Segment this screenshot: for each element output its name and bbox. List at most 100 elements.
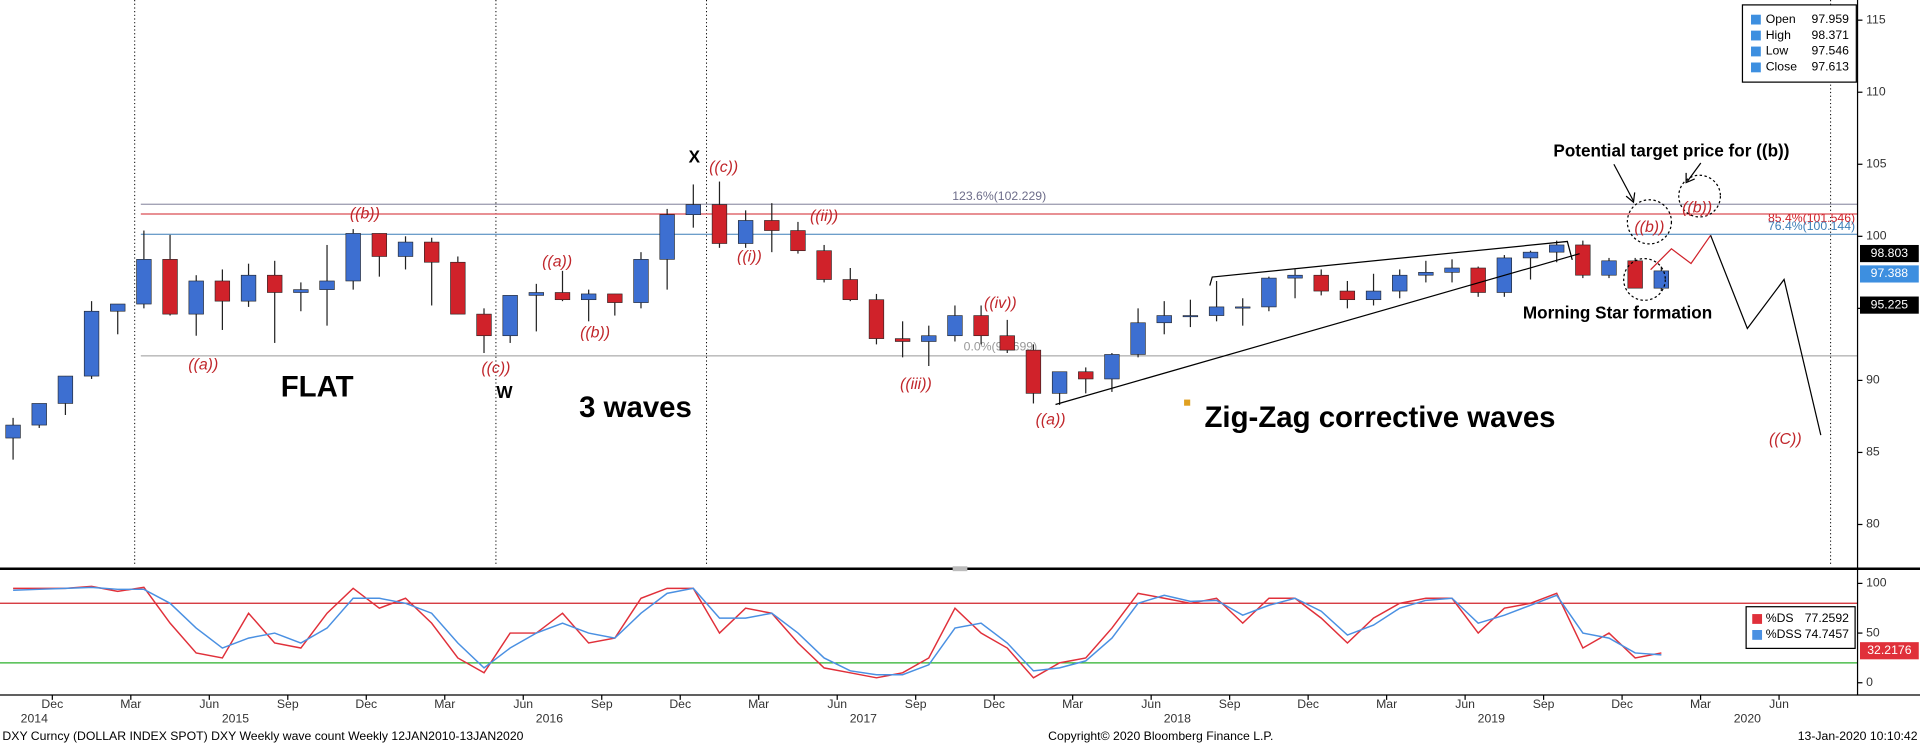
- y-tick-label: 90: [1866, 373, 1880, 387]
- legend-value: 97.546: [1812, 44, 1850, 58]
- arrow-head: [1625, 192, 1636, 204]
- candle-body: [1025, 349, 1042, 394]
- year-label: 2016: [536, 712, 563, 726]
- candle-body: [1549, 244, 1565, 253]
- price-tag-label: 95.225: [1871, 297, 1909, 311]
- wave-label: ((b)): [580, 325, 610, 342]
- candle-body: [764, 220, 780, 231]
- price-tag-label: 97.388: [1871, 266, 1909, 280]
- fib-label: 76.4%(100.144): [1768, 219, 1855, 233]
- price-tag: [1860, 265, 1919, 283]
- wave-label: ((i)): [737, 249, 762, 266]
- year-label: 2019: [1478, 712, 1505, 726]
- footer-right: 13-Jan-2020 10:10:42: [1798, 729, 1918, 743]
- candle-body: [1365, 290, 1382, 301]
- x-tick-label: Dec: [983, 697, 1005, 711]
- x-tick-label: Sep: [591, 697, 613, 711]
- wave-label: ((b)): [1682, 200, 1712, 217]
- candle-body: [1104, 354, 1120, 380]
- price-tag: [1860, 244, 1919, 263]
- price-tag: [1860, 642, 1919, 660]
- legend-name: %DS: [1766, 611, 1794, 625]
- legend-name: Close: [1766, 60, 1797, 74]
- wave-label: X: [689, 147, 701, 167]
- pattern-label: Zig-Zag corrective waves: [1204, 401, 1555, 434]
- candle-body: [921, 335, 937, 342]
- legend-swatch: [1751, 62, 1761, 73]
- candle-body: [1522, 251, 1539, 259]
- year-label: 2014: [21, 712, 48, 726]
- projection-red: [1650, 234, 1712, 271]
- x-tick-label: Dec: [1611, 697, 1633, 711]
- candle-body: [816, 250, 832, 280]
- legend-swatch: [1752, 630, 1763, 640]
- candle-body: [1627, 260, 1643, 289]
- y-tick-label: 85: [1866, 445, 1880, 459]
- year-label: 2015: [222, 712, 249, 726]
- pattern-label: FLAT: [281, 370, 354, 403]
- legend-swatch: [1752, 614, 1763, 624]
- legend-value: 98.371: [1812, 28, 1850, 42]
- wedge-lower: [1055, 253, 1580, 406]
- candle-body: [450, 261, 466, 315]
- legend-swatch: [1751, 30, 1761, 41]
- legend-swatch: [1751, 46, 1761, 57]
- candle-body: [633, 259, 649, 303]
- fib-label: 123.6%(102.229): [952, 189, 1046, 203]
- wave-label: ((C)): [1769, 431, 1802, 448]
- y-tick-label: 50: [1866, 625, 1880, 639]
- candle-body: [319, 280, 335, 290]
- wave-label: ((a)): [188, 356, 218, 373]
- wave-label: W: [496, 382, 513, 402]
- target-circle: [1626, 199, 1673, 245]
- pattern-note: Morning Star formation: [1523, 302, 1712, 322]
- candle-body: [267, 274, 283, 293]
- candle-body: [1261, 277, 1277, 308]
- legend-name: %DSS: [1766, 627, 1802, 641]
- candle-body: [240, 274, 257, 302]
- candle-body: [554, 292, 571, 301]
- candle-body: [1444, 267, 1460, 273]
- footer-left: DXY Curncy (DOLLAR INDEX SPOT) DXY Weekl…: [2, 729, 523, 743]
- wave-label: ((a)): [1036, 412, 1066, 429]
- x-tick-label: Dec: [669, 697, 691, 711]
- arrow: [1613, 163, 1635, 202]
- projection-black: [1710, 235, 1822, 436]
- candle-body: [685, 204, 701, 216]
- candle-body: [31, 403, 47, 426]
- candle-body: [607, 293, 623, 303]
- x-tick-label: Sep: [1533, 697, 1555, 711]
- fib-label: 85.4%(101.546): [1768, 211, 1855, 225]
- x-tick-label: Mar: [1376, 697, 1397, 711]
- y-tick-label: 80: [1866, 517, 1880, 531]
- target-circle: [1678, 174, 1722, 218]
- y-tick-label: 110: [1866, 84, 1886, 98]
- wedge-upper: [1209, 240, 1573, 286]
- wave-label: ((ii)): [810, 208, 838, 225]
- candle-body: [1601, 260, 1617, 276]
- target-note: Potential target price for ((b)): [1553, 141, 1789, 161]
- annotations: X ((c)) ((b)) ((a)) FLAT ((c)) W ((a)) (…: [188, 141, 1801, 449]
- candle-body: [110, 303, 126, 312]
- legend-name: High: [1766, 28, 1791, 42]
- candle-body: [214, 280, 231, 302]
- x-tick-label: Dec: [355, 697, 377, 711]
- footer-center: Copyright© 2020 Bloomberg Finance L.P.: [1048, 729, 1273, 743]
- candle-body: [947, 315, 963, 337]
- x-tick-label: Mar: [748, 697, 769, 711]
- candle-body: [502, 295, 518, 337]
- legend-box: [1741, 4, 1857, 83]
- wave-label: ((b)): [350, 206, 380, 223]
- candle-body: [1575, 244, 1591, 276]
- footer: DXY Curncy (DOLLAR INDEX SPOT) DXY Weekl…: [2, 729, 1917, 743]
- x-tick-label: Mar: [1062, 697, 1083, 711]
- y-tick-label: 0: [1866, 675, 1873, 689]
- legend-name: Open: [1766, 12, 1796, 26]
- year-label: 2018: [1164, 712, 1191, 726]
- candle-body: [842, 279, 858, 301]
- candle-body: [1130, 322, 1146, 355]
- candle-body: [83, 310, 100, 377]
- x-tick-label: Dec: [1297, 697, 1319, 711]
- y-tick-label: 100: [1866, 576, 1887, 590]
- candle-body: [1156, 315, 1172, 324]
